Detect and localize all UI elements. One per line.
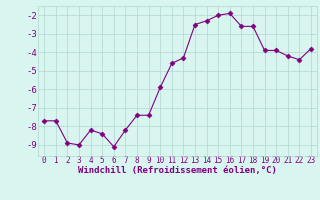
X-axis label: Windchill (Refroidissement éolien,°C): Windchill (Refroidissement éolien,°C) xyxy=(78,166,277,175)
